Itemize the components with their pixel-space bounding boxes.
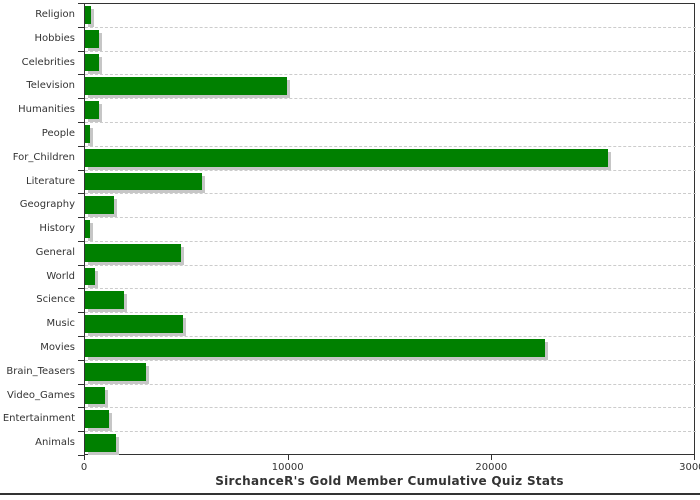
bar-brain-teasers bbox=[85, 362, 146, 381]
y-tick-mark bbox=[78, 121, 84, 123]
y-tick-mark bbox=[78, 98, 84, 100]
y-tick-mark bbox=[78, 193, 84, 195]
y-tick-label: General bbox=[35, 246, 75, 258]
row-gridline bbox=[85, 407, 696, 409]
y-tick-label: Movies bbox=[40, 342, 75, 354]
x-tick-mark bbox=[491, 455, 493, 460]
y-tick-mark bbox=[78, 240, 84, 242]
chart-title: SirchanceR's Gold Member Cumulative Quiz… bbox=[215, 474, 564, 488]
bar-geography bbox=[85, 196, 114, 215]
row-gridline bbox=[85, 240, 696, 242]
y-tick-mark bbox=[78, 359, 84, 361]
y-tick-label: For_Children bbox=[12, 151, 75, 163]
row-gridline bbox=[85, 264, 696, 266]
y-tick-label: Brain_Teasers bbox=[6, 365, 75, 377]
y-tick-mark bbox=[78, 145, 84, 147]
row-gridline bbox=[85, 74, 696, 76]
bar-people bbox=[85, 124, 90, 143]
x-tick-label: 0 bbox=[80, 462, 88, 473]
y-tick-label: Hobbies bbox=[34, 32, 75, 44]
y-tick-label: Geography bbox=[19, 199, 75, 211]
bar-entertainment bbox=[85, 410, 109, 429]
y-tick-mark bbox=[78, 336, 84, 338]
y-tick-label: Television bbox=[26, 80, 75, 92]
y-tick-mark bbox=[78, 431, 84, 433]
y-tick-label: Celebrities bbox=[21, 56, 75, 68]
bar-video-games bbox=[85, 386, 105, 405]
x-tick-mark bbox=[694, 455, 695, 460]
row-gridline bbox=[85, 169, 696, 171]
y-tick-mark bbox=[78, 50, 84, 52]
bar-literature bbox=[85, 172, 202, 191]
y-tick-mark bbox=[78, 217, 84, 219]
bar-world bbox=[85, 267, 95, 286]
row-gridline bbox=[85, 121, 696, 123]
bar-movies bbox=[85, 339, 545, 357]
bar-religion bbox=[85, 6, 91, 24]
x-tick-mark bbox=[84, 455, 85, 460]
y-tick-mark bbox=[78, 312, 84, 314]
row-gridline bbox=[85, 288, 696, 290]
y-tick-label: History bbox=[39, 223, 75, 235]
y-tick-mark bbox=[78, 407, 84, 409]
row-gridline bbox=[85, 217, 696, 219]
bar-hobbies bbox=[85, 29, 99, 48]
y-tick-label: Music bbox=[46, 318, 75, 330]
y-tick-mark bbox=[78, 3, 84, 4]
row-gridline bbox=[85, 193, 696, 195]
row-gridline bbox=[85, 145, 696, 147]
y-tick-label: People bbox=[41, 127, 75, 139]
row-gridline bbox=[85, 312, 696, 314]
y-tick-label: Video_Games bbox=[7, 389, 75, 401]
y-tick-mark bbox=[78, 74, 84, 76]
row-gridline bbox=[85, 359, 696, 361]
row-gridline bbox=[85, 26, 696, 28]
row-gridline bbox=[85, 98, 696, 100]
y-tick-mark bbox=[78, 383, 84, 385]
row-gridline bbox=[85, 431, 696, 433]
y-tick-mark bbox=[78, 264, 84, 266]
bar-humanities bbox=[85, 101, 99, 119]
x-tick-mark bbox=[287, 455, 289, 460]
plot-area bbox=[84, 3, 696, 455]
bar-science bbox=[85, 291, 124, 310]
bar-television bbox=[85, 77, 287, 96]
row-gridline bbox=[85, 383, 696, 385]
row-gridline bbox=[85, 50, 696, 52]
bottom-border-line bbox=[0, 493, 700, 495]
bar-for-children bbox=[85, 148, 608, 167]
y-tick-label: World bbox=[46, 270, 75, 282]
bar-music bbox=[85, 315, 183, 334]
y-tick-mark bbox=[78, 26, 84, 28]
bar-history bbox=[85, 220, 90, 238]
bar-general bbox=[85, 243, 181, 262]
x-tick-label: 10000 bbox=[271, 462, 304, 473]
y-tick-mark bbox=[78, 169, 84, 171]
y-tick-label: Animals bbox=[35, 437, 75, 449]
bar-animals bbox=[85, 434, 116, 452]
x-tick-label: 20000 bbox=[475, 462, 508, 473]
y-tick-mark bbox=[78, 288, 84, 290]
y-tick-label: Literature bbox=[26, 175, 75, 187]
y-tick-label: Religion bbox=[35, 9, 75, 20]
y-tick-mark bbox=[78, 455, 84, 456]
x-tick-label: 30000 bbox=[679, 462, 700, 473]
row-gridline bbox=[85, 336, 696, 338]
y-tick-label: Entertainment bbox=[2, 413, 75, 425]
y-tick-label: Humanities bbox=[18, 104, 75, 116]
bar-celebrities bbox=[85, 53, 99, 72]
y-tick-label: Science bbox=[36, 294, 75, 306]
